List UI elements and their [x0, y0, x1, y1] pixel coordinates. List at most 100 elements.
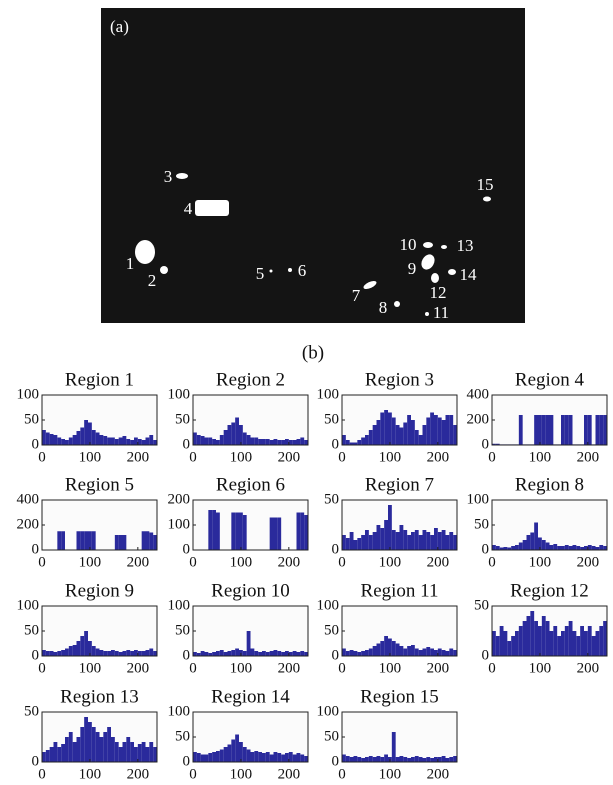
bar — [434, 528, 438, 550]
bar — [123, 436, 127, 445]
bar — [289, 752, 293, 762]
y-tick-label: 100 — [168, 597, 191, 613]
bar — [73, 645, 77, 656]
bar — [400, 428, 404, 446]
x-tick-label: 200 — [127, 554, 150, 570]
bar — [235, 513, 239, 551]
x-tick-label: 200 — [577, 554, 600, 570]
bar — [254, 438, 258, 446]
bar — [507, 641, 511, 656]
bar — [277, 651, 281, 656]
plot-area — [342, 712, 457, 762]
bar — [205, 755, 209, 763]
bar — [254, 651, 258, 656]
bar — [80, 727, 84, 762]
x-tick-label: 200 — [577, 449, 600, 465]
chart-title: Region 11 — [361, 580, 439, 601]
bar — [584, 631, 588, 656]
bar — [557, 546, 561, 550]
bar — [377, 756, 381, 762]
bar — [596, 631, 600, 656]
bar — [107, 651, 111, 656]
panel-label: (b) — [302, 342, 324, 363]
chart-title: Region 15 — [360, 686, 439, 707]
bar — [588, 545, 592, 550]
x-tick-label: 100 — [230, 766, 253, 782]
bar — [588, 415, 592, 445]
bar — [235, 735, 239, 763]
bar — [201, 651, 205, 656]
bar — [438, 757, 442, 762]
y-tick-label: 50 — [24, 411, 39, 427]
bar — [396, 425, 400, 445]
bar — [270, 440, 274, 445]
bar — [262, 439, 266, 445]
x-tick-label: 200 — [127, 766, 150, 782]
bar — [373, 757, 377, 762]
blob — [195, 200, 229, 216]
bar — [396, 757, 400, 762]
bar — [231, 740, 235, 763]
blob — [160, 266, 168, 274]
bar — [523, 621, 527, 656]
bar — [84, 717, 88, 762]
bar — [550, 415, 554, 445]
y-tick-label: 50 — [474, 516, 489, 532]
bar — [103, 651, 107, 656]
bar — [361, 535, 365, 550]
bar — [430, 649, 434, 657]
y-tick-label: 0 — [332, 647, 340, 663]
x-tick-label: 200 — [278, 660, 301, 676]
bar — [251, 752, 255, 762]
blob — [441, 245, 447, 249]
region-label: 14 — [460, 265, 478, 284]
bar — [365, 530, 369, 550]
bar — [442, 650, 446, 656]
y-tick-label: 0 — [32, 436, 40, 452]
bar — [61, 650, 65, 656]
bar — [281, 755, 285, 763]
y-tick-label: 50 — [474, 597, 489, 613]
bar — [354, 651, 358, 656]
bar — [350, 757, 354, 762]
bar — [142, 531, 146, 550]
bar — [515, 631, 519, 656]
bar — [569, 546, 573, 550]
bar — [92, 646, 96, 656]
y-tick-label: 0 — [332, 753, 340, 769]
bar — [407, 535, 411, 550]
bar — [138, 744, 142, 762]
bar — [304, 515, 308, 550]
x-tick-label: 200 — [278, 766, 301, 782]
bar — [546, 543, 550, 551]
bar — [603, 415, 607, 445]
bar — [146, 747, 150, 762]
bar — [342, 649, 346, 657]
bar — [126, 650, 130, 656]
bar — [88, 423, 92, 446]
bar — [361, 438, 365, 446]
bar — [149, 435, 153, 445]
bar — [123, 651, 127, 656]
bar — [197, 753, 201, 762]
bar — [103, 732, 107, 762]
bar — [365, 435, 369, 445]
bar — [262, 753, 266, 762]
bar — [92, 727, 96, 762]
bar — [380, 528, 384, 550]
bar — [304, 652, 308, 656]
bar — [373, 646, 377, 656]
bar — [235, 649, 239, 657]
bar — [542, 415, 546, 445]
y-tick-label: 100 — [317, 703, 340, 719]
bar — [415, 530, 419, 550]
bar — [553, 626, 557, 656]
region-label: 9 — [408, 259, 417, 278]
bar — [266, 652, 270, 656]
bar — [342, 535, 346, 550]
bar — [84, 420, 88, 445]
bar — [573, 631, 577, 656]
x-tick-label: 200 — [127, 449, 150, 465]
bar — [251, 649, 255, 657]
y-tick-label: 0 — [183, 647, 191, 663]
